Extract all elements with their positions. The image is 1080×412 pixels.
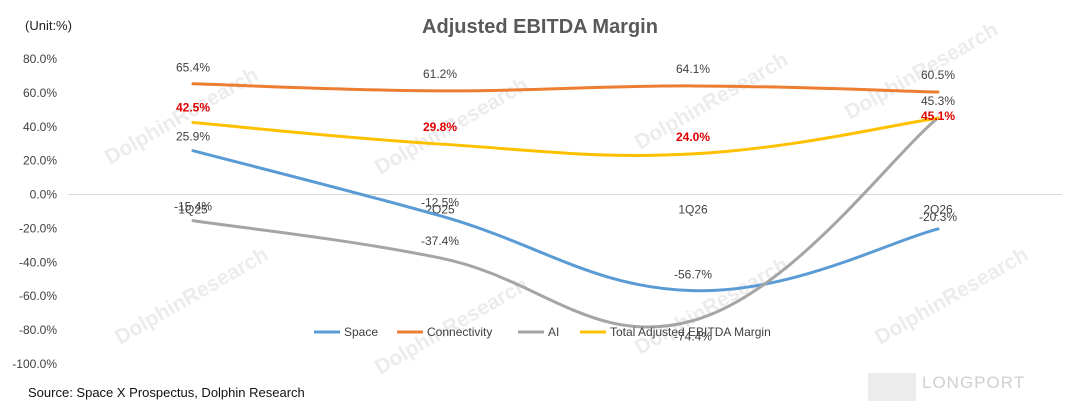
y-tick-label: 80.0% [23,52,57,66]
data-label-space: -56.7% [674,268,712,282]
brand-logo-mark [868,373,916,401]
series-line-connectivity [191,82,940,94]
x-tick-label: 1Q26 [678,203,708,217]
y-tick-label: -40.0% [19,255,57,269]
data-label-total: 45.1% [921,109,955,123]
data-label-ai: 45.3% [921,94,955,108]
data-label-connectivity: 60.5% [921,68,955,82]
unit-label: (Unit:%) [25,18,72,33]
data-label-total: 42.5% [176,101,210,115]
source-note: Source: Space X Prospectus, Dolphin Rese… [28,385,305,400]
watermark-text: DolphinResearch [871,243,1032,349]
data-label-ai: -74.4% [674,330,712,344]
x-tick-label: 1Q25 [178,203,208,217]
data-label-space: -12.5% [421,196,459,210]
legend-label-connectivity: Connectivity [427,325,492,339]
y-tick-label: -80.0% [19,323,57,337]
y-tick-label: 60.0% [23,86,57,100]
legend-label-ai: AI [548,325,559,339]
data-label-ai: -15.4% [174,200,212,214]
y-tick-label: -60.0% [19,289,57,303]
y-tick-label: 0.0% [30,188,58,202]
x-tick-label: 2Q26 [923,203,953,217]
data-label-connectivity: 65.4% [176,61,210,75]
legend-label-space: Space [344,325,378,339]
y-tick-label: 20.0% [23,154,57,168]
chart-title: Adjusted EBITDA Margin [422,16,658,38]
watermark-text: DolphinResearch [631,48,792,154]
y-tick-label: -20.0% [19,221,57,235]
data-label-ai: -37.4% [421,234,459,248]
y-tick-label: 40.0% [23,120,57,134]
data-label-total: 29.8% [423,120,457,134]
watermark-text: DolphinResearch [101,63,262,169]
series-line-space [191,149,940,293]
data-label-connectivity: 64.1% [676,62,710,76]
legend-label-total: Total Adjusted EBITDA Margin [610,325,771,339]
y-tick-label: -100.0% [12,357,57,371]
brand-watermark: LONGPORT [922,373,1026,392]
series-line-ai [191,116,940,329]
series-line-total [191,116,940,157]
watermark-text: DolphinResearch [111,243,272,349]
data-label-space: -20.3% [919,210,957,224]
data-label-total: 24.0% [676,130,710,144]
data-label-space: 25.9% [176,130,210,144]
data-label-connectivity: 61.2% [423,67,457,81]
